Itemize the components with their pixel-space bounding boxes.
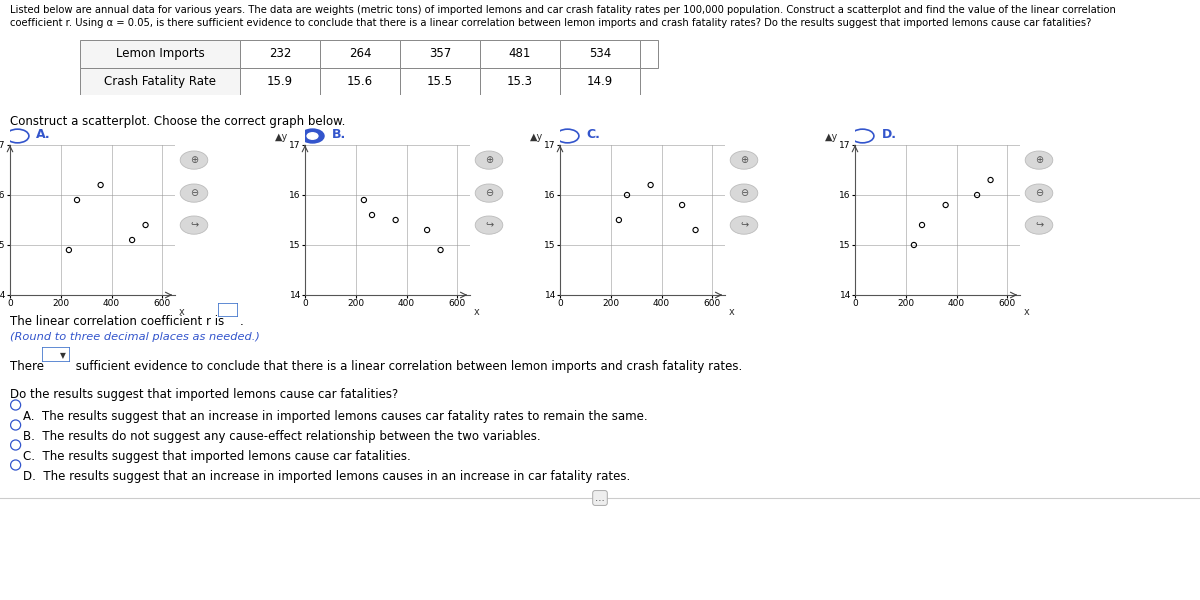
Circle shape xyxy=(475,151,503,169)
Text: There: There xyxy=(10,360,47,373)
Circle shape xyxy=(180,151,208,169)
Point xyxy=(136,220,155,230)
Text: The linear correlation coefficient r is: The linear correlation coefficient r is xyxy=(10,315,228,328)
Text: ↪: ↪ xyxy=(1034,220,1043,230)
Point xyxy=(91,180,110,190)
Point xyxy=(912,220,931,230)
Text: Do the results suggest that imported lemons cause car fatalities?: Do the results suggest that imported lem… xyxy=(10,388,398,401)
Point xyxy=(354,195,373,205)
Point xyxy=(122,235,142,245)
Text: 15.5: 15.5 xyxy=(427,75,454,88)
Circle shape xyxy=(180,184,208,202)
Point xyxy=(431,245,450,255)
Circle shape xyxy=(301,129,324,143)
Circle shape xyxy=(180,216,208,234)
Text: 14.9: 14.9 xyxy=(587,75,613,88)
Point xyxy=(362,210,382,220)
Text: 481: 481 xyxy=(509,47,532,60)
Point xyxy=(936,200,955,210)
Text: 264: 264 xyxy=(349,47,371,60)
Text: A.: A. xyxy=(36,128,52,141)
Text: ▲y: ▲y xyxy=(530,132,544,142)
Text: (Round to three decimal places as needed.): (Round to three decimal places as needed… xyxy=(10,332,259,342)
Text: 357: 357 xyxy=(428,47,451,60)
Text: C.  The results suggest that imported lemons cause car fatalities.: C. The results suggest that imported lem… xyxy=(23,450,410,463)
Text: x: x xyxy=(473,307,479,317)
FancyBboxPatch shape xyxy=(400,40,480,67)
Text: x: x xyxy=(1024,307,1030,317)
Text: Construct a scatterplot. Choose the correct graph below.: Construct a scatterplot. Choose the corr… xyxy=(10,115,344,128)
Text: ▲y: ▲y xyxy=(826,132,839,142)
Circle shape xyxy=(1025,184,1052,202)
FancyBboxPatch shape xyxy=(560,67,640,95)
Text: ⊖: ⊖ xyxy=(1034,188,1043,198)
Text: x: x xyxy=(179,307,184,317)
Text: 15.3: 15.3 xyxy=(508,75,533,88)
Text: ↪: ↪ xyxy=(740,220,748,230)
Text: ⊖: ⊖ xyxy=(740,188,748,198)
FancyBboxPatch shape xyxy=(320,40,400,67)
Point xyxy=(386,215,406,225)
Circle shape xyxy=(1025,151,1052,169)
Point xyxy=(905,240,924,250)
FancyBboxPatch shape xyxy=(480,67,560,95)
FancyBboxPatch shape xyxy=(240,40,320,67)
Point xyxy=(980,175,1000,185)
Text: Listed below are annual data for various years. The data are weights (metric ton: Listed below are annual data for various… xyxy=(10,5,1116,15)
Text: 15.6: 15.6 xyxy=(347,75,373,88)
Circle shape xyxy=(475,216,503,234)
Circle shape xyxy=(730,216,758,234)
Text: ⊕: ⊕ xyxy=(485,155,493,165)
Text: D.: D. xyxy=(882,128,896,141)
Text: 232: 232 xyxy=(269,47,292,60)
Text: ⊕: ⊕ xyxy=(1034,155,1043,165)
Text: B.  The results do not suggest any cause-effect relationship between the two var: B. The results do not suggest any cause-… xyxy=(23,430,540,443)
FancyBboxPatch shape xyxy=(400,67,480,95)
Text: Lemon Imports: Lemon Imports xyxy=(115,47,204,60)
Text: ⊖: ⊖ xyxy=(485,188,493,198)
Point xyxy=(59,245,78,255)
FancyBboxPatch shape xyxy=(640,40,658,67)
FancyBboxPatch shape xyxy=(480,40,560,67)
Text: ⊕: ⊕ xyxy=(190,155,198,165)
Text: ▼: ▼ xyxy=(60,351,66,360)
Text: ↪: ↪ xyxy=(190,220,198,230)
Text: ↪: ↪ xyxy=(485,220,493,230)
Text: 15.9: 15.9 xyxy=(266,75,293,88)
FancyBboxPatch shape xyxy=(560,40,640,67)
Point xyxy=(686,225,706,235)
Circle shape xyxy=(730,184,758,202)
Point xyxy=(67,195,86,205)
Point xyxy=(618,190,637,200)
Circle shape xyxy=(307,133,318,139)
Text: Crash Fatality Rate: Crash Fatality Rate xyxy=(104,75,216,88)
Circle shape xyxy=(475,184,503,202)
Circle shape xyxy=(1025,216,1052,234)
Text: ▲y: ▲y xyxy=(275,132,288,142)
Text: C.: C. xyxy=(587,128,600,141)
Text: …: … xyxy=(595,493,605,503)
Text: coefficient r. Using α = 0.05, is there sufficient evidence to conclude that the: coefficient r. Using α = 0.05, is there … xyxy=(10,18,1091,28)
Text: x: x xyxy=(728,307,734,317)
Text: ⊖: ⊖ xyxy=(190,188,198,198)
Point xyxy=(610,215,629,225)
Circle shape xyxy=(730,151,758,169)
FancyBboxPatch shape xyxy=(80,67,240,95)
Text: sufficient evidence to conclude that there is a linear correlation between lemon: sufficient evidence to conclude that the… xyxy=(72,360,743,373)
FancyBboxPatch shape xyxy=(80,40,240,67)
Point xyxy=(967,190,986,200)
Text: 534: 534 xyxy=(589,47,611,60)
FancyBboxPatch shape xyxy=(320,67,400,95)
Point xyxy=(672,200,691,210)
FancyBboxPatch shape xyxy=(240,67,320,95)
Text: .: . xyxy=(240,315,244,328)
Point xyxy=(641,180,660,190)
Point xyxy=(418,225,437,235)
Text: B.: B. xyxy=(331,128,346,141)
Text: A.  The results suggest that an increase in imported lemons causes car fatality : A. The results suggest that an increase … xyxy=(23,410,647,423)
Text: D.  The results suggest that an increase in imported lemons causes in an increas: D. The results suggest that an increase … xyxy=(23,470,630,483)
Text: ⊕: ⊕ xyxy=(740,155,748,165)
